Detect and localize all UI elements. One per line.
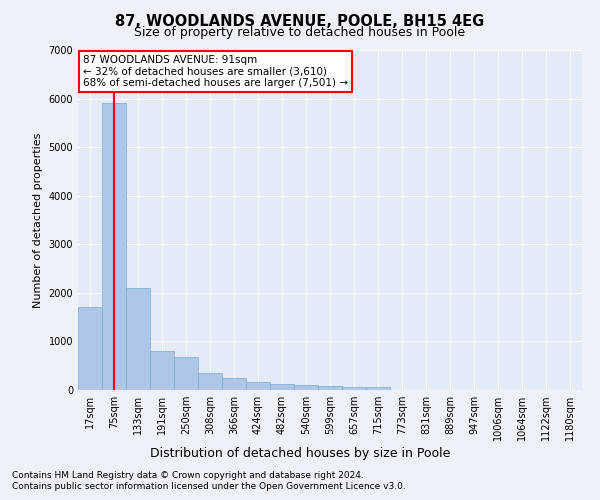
Bar <box>198 374 222 390</box>
Bar <box>342 386 366 390</box>
Text: Contains public sector information licensed under the Open Government Licence v3: Contains public sector information licen… <box>12 482 406 491</box>
Bar <box>78 308 102 390</box>
Text: Contains HM Land Registry data © Crown copyright and database right 2024.: Contains HM Land Registry data © Crown c… <box>12 471 364 480</box>
Bar <box>366 387 390 390</box>
Y-axis label: Number of detached properties: Number of detached properties <box>33 132 43 308</box>
Bar <box>150 351 174 390</box>
Bar <box>126 288 150 390</box>
Text: 87, WOODLANDS AVENUE, POOLE, BH15 4EG: 87, WOODLANDS AVENUE, POOLE, BH15 4EG <box>115 14 485 29</box>
Bar <box>222 378 246 390</box>
Text: Size of property relative to detached houses in Poole: Size of property relative to detached ho… <box>134 26 466 39</box>
Bar <box>270 384 294 390</box>
Text: Distribution of detached houses by size in Poole: Distribution of detached houses by size … <box>150 448 450 460</box>
Bar <box>174 357 198 390</box>
Bar <box>318 386 342 390</box>
Bar <box>294 386 318 390</box>
Text: 87 WOODLANDS AVENUE: 91sqm
← 32% of detached houses are smaller (3,610)
68% of s: 87 WOODLANDS AVENUE: 91sqm ← 32% of deta… <box>83 55 348 88</box>
Bar <box>246 382 270 390</box>
Bar <box>102 104 126 390</box>
